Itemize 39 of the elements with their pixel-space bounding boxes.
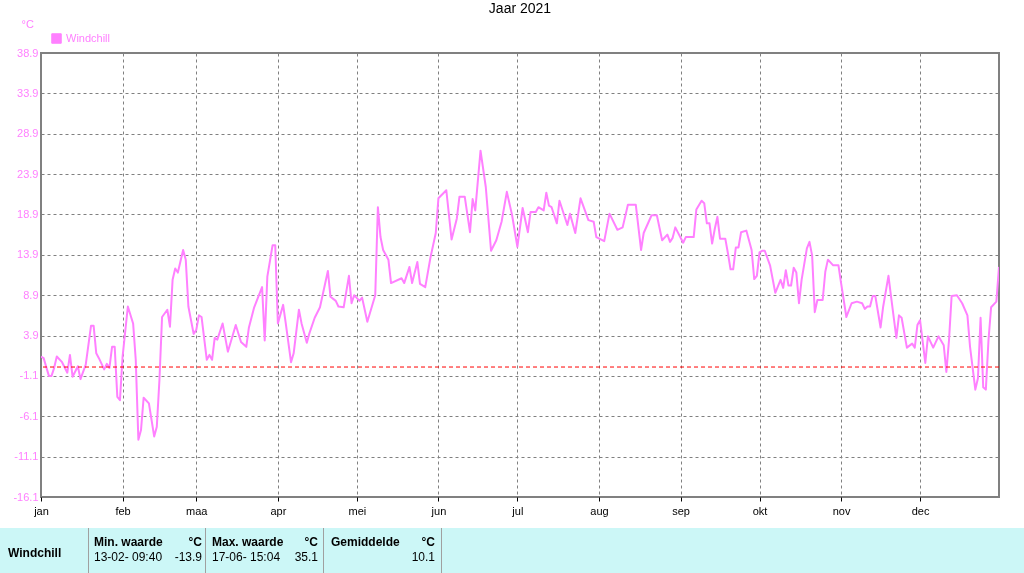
- x-tick-label: okt: [752, 504, 768, 517]
- x-tick-label: sep: [672, 504, 690, 517]
- text: Max. waarde: [212, 535, 284, 549]
- x-tick-label: jun: [430, 504, 447, 517]
- y-tick-label: 28.9: [17, 127, 39, 140]
- text: 35.1: [294, 550, 318, 564]
- text: 10.1: [411, 550, 435, 564]
- chart-title: Jaar 2021: [488, 0, 552, 16]
- x-tick-label: maa: [186, 504, 209, 517]
- y-tick-label: 8.9: [23, 288, 39, 301]
- y-tick-label: 3.9: [23, 329, 39, 342]
- x-tick-label: aug: [590, 504, 609, 517]
- x-tick-label: mei: [348, 504, 367, 517]
- x-tick-label: jan: [33, 504, 49, 517]
- x-tick-label: dec: [911, 504, 930, 517]
- y-tick-label: 18.9: [17, 207, 39, 220]
- y-tick-label: 33.9: [17, 86, 39, 99]
- y-tick-label: -1.1: [19, 369, 39, 382]
- text: -13.9: [174, 550, 202, 564]
- text: 13-02- 09:40: [94, 550, 163, 564]
- text: °C: [188, 535, 202, 549]
- x-tick-label: nov: [832, 504, 851, 517]
- y-tick-label: -16.1: [13, 490, 39, 503]
- y-tick-label: -11.1: [14, 450, 39, 463]
- text: Min. waarde: [94, 535, 163, 549]
- x-tick-label: feb: [115, 504, 131, 517]
- text: Gemiddelde: [331, 535, 400, 549]
- x-tick-label: jul: [511, 504, 524, 517]
- y-tick-label: -6.1: [19, 409, 39, 422]
- y-tick-label: 13.9: [17, 248, 39, 261]
- text: 17-06- 15:04: [212, 550, 281, 564]
- text: °C: [421, 535, 435, 549]
- y-tick-label: 23.9: [17, 167, 39, 180]
- y-axis-title: °C: [21, 17, 34, 30]
- legend-label: Windchill: [66, 31, 111, 44]
- x-tick-label: apr: [270, 504, 287, 517]
- text: °C: [304, 535, 318, 549]
- text: Windchill: [8, 546, 62, 560]
- y-tick-label: 38.9: [17, 46, 39, 59]
